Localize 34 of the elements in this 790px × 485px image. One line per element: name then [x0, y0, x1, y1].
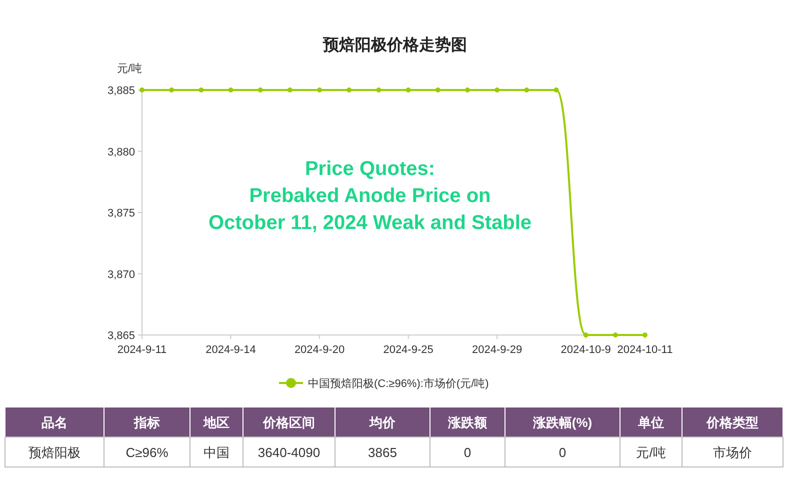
category-label: 均价 — [368, 415, 396, 430]
y-tick-label: 3,880 — [107, 146, 135, 158]
x-tick-label: 2024-10-11 — [617, 344, 673, 356]
category-label: 品名 — [42, 415, 68, 430]
x-tick-label: 2024-9-20 — [294, 344, 345, 356]
x-tick-label: 2024-9-14 — [206, 344, 256, 356]
annotation: Price Quotes: Prebaked Anode Price on October 11, 2024 Weak and Stable — [208, 158, 532, 234]
category-label: 价格区间 — [262, 415, 315, 430]
y-tick-label: 3,870 — [107, 268, 135, 281]
y-tick-label: 3,875 — [107, 208, 135, 220]
y-tick-label: 3,865 — [107, 330, 135, 342]
y-tick-label: 3,885 — [107, 85, 135, 97]
category-label: 地区 — [202, 415, 230, 430]
text: 中国 — [204, 445, 230, 460]
text: 3865 — [368, 445, 397, 460]
category-label: 指标 — [133, 415, 160, 430]
category-label: 涨跌额 — [447, 415, 488, 430]
x-tick-label: 2024-10-9 — [560, 344, 611, 356]
chart-title: 预焙阳极价格走势图 — [322, 36, 467, 54]
text: 0 — [558, 445, 566, 460]
legend-label: 中国预焙阳极(C:≥96%):市场价(元/吨) — [308, 377, 489, 390]
text: 0 — [464, 445, 472, 460]
x-tick-label: 2024-9-25 — [383, 344, 434, 356]
x-tick-label: 2024-9-29 — [472, 344, 522, 356]
category-label: 单位 — [637, 415, 664, 430]
category-label: 涨跌幅(%) — [532, 415, 592, 430]
text: C≥96% — [126, 445, 168, 460]
y-axis-title: 元/吨 — [116, 62, 142, 75]
text: 3640-4090 — [258, 445, 320, 460]
x-tick-label: 2024-9-11 — [117, 344, 167, 356]
text: 市场价 — [713, 445, 752, 460]
text: 元/吨 — [636, 445, 666, 460]
text: 预焙阳极 — [28, 445, 80, 460]
category-label: 价格类型 — [706, 415, 758, 430]
